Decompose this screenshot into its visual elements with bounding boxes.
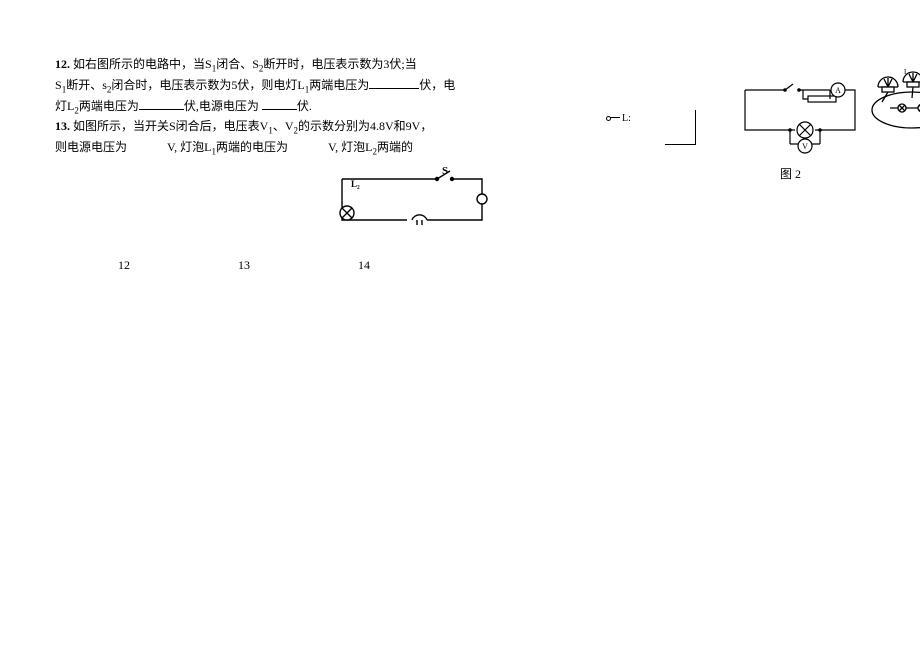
svg-text:V: V [802,142,808,151]
q12-number: 12. [55,57,70,71]
label-13: 13 [238,258,250,273]
q13-number: 13. [55,119,70,133]
small-wire-fragment [610,117,620,119]
svg-text:S: S [442,165,448,177]
svg-text:L₁: L₁ [904,68,911,76]
blank-L1-voltage [369,76,419,89]
figure-2-circuit: A V [735,80,865,155]
label-12: 12 [118,258,130,273]
figure-s-circuit: L₂ S [332,165,492,235]
q13-line1: 13. 如图所示，当开关S闭合后，电压表V1、V2的示数分别为4.8V和9V， [55,117,605,138]
blank-L2-voltage [139,97,184,110]
corner-fragment [695,110,696,145]
svg-text:L₂: L₂ [351,179,360,189]
figure-3-circuit: L₁ L₂ [870,70,920,130]
q12-line3: 灯L2两端电压为伏,电源电压为 伏. [55,97,605,118]
label-14: 14 [358,258,370,273]
small-l-label: L: [622,113,631,124]
blank-source-voltage [262,97,297,110]
svg-text:A: A [835,86,841,95]
figure-2-caption: 图 2 [780,165,801,182]
q12-line1: 12. 如右图所示的电路中，当S1闭合、S2断开时，电压表示数为3伏;当 [55,55,605,76]
q13-line2: 则电源电压为V, 灯泡L1两端的电压为V, 灯泡L2两端的 [55,138,605,159]
q12-line2: S1断开、s2闭合时，电压表示数为5伏，则电灯L1两端电压为伏，电 [55,76,605,97]
question-text-block: 12. 如右图所示的电路中，当S1闭合、S2断开时，电压表示数为3伏;当 S1断… [55,55,605,159]
